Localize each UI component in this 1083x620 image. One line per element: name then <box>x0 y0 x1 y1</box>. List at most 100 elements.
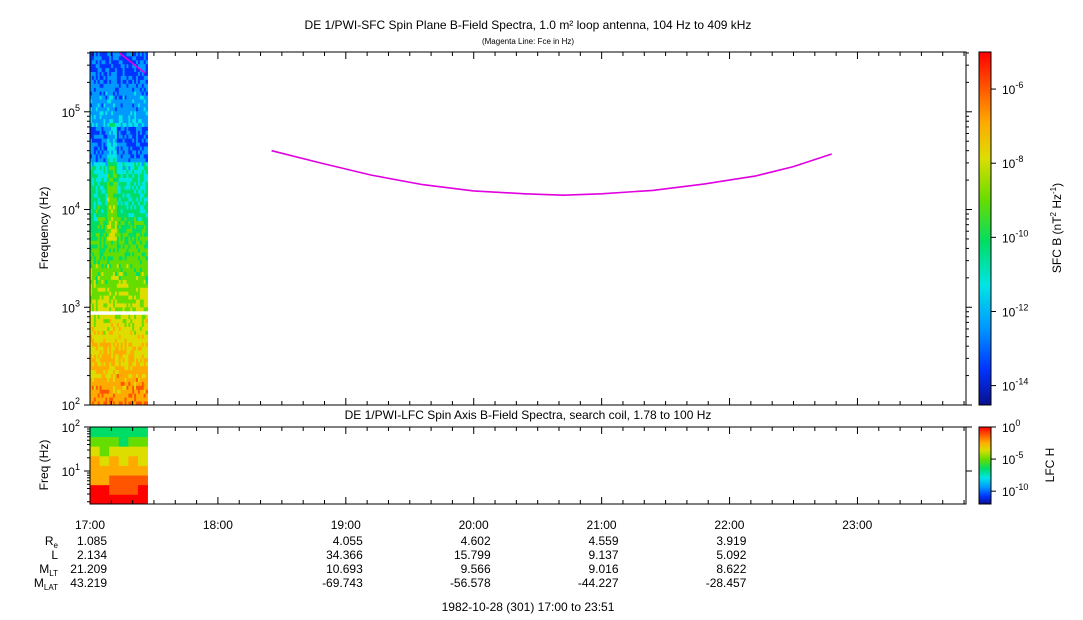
sfc-heat-cell <box>90 314 93 320</box>
sfc-heat-cell <box>141 271 145 276</box>
sfc-heat-cell <box>118 181 122 186</box>
sfc-heat-cell <box>90 330 93 335</box>
sfc-heat-cell <box>139 303 143 308</box>
sfc-heat-cell <box>130 63 133 69</box>
sfc-heat-cell <box>136 365 139 371</box>
lfc-heat-cell <box>137 427 148 438</box>
sfc-heat-cell <box>105 354 108 359</box>
sfc-heat-cell <box>113 114 116 120</box>
sfc-heat-cell <box>105 314 108 320</box>
sfc-heat-cell <box>114 118 118 123</box>
sfc-heat-cell <box>126 75 129 80</box>
sfc-heat-cell <box>107 181 110 186</box>
sfc-heat-cell <box>93 157 97 163</box>
sfc-heat-cell <box>118 99 122 104</box>
sfc-heat-cell <box>118 240 122 245</box>
sfc-heat-cell <box>118 126 122 131</box>
sfc-heat-cell <box>107 185 110 190</box>
sfc-heat-cell <box>90 338 93 343</box>
sfc-heat-cell <box>93 153 97 159</box>
sfc-heat-cell <box>139 161 143 167</box>
sfc-heat-cell <box>111 354 114 359</box>
sfc-heat-cell <box>111 142 114 147</box>
sfc-y-tick-label: 103 <box>62 298 80 315</box>
sfc-heat-cell <box>103 99 106 104</box>
sfc-heat-cell <box>90 232 93 237</box>
sfc-heat-cell <box>101 110 104 116</box>
sfc-heat-cell <box>101 397 104 402</box>
sfc-heat-cell <box>143 134 147 139</box>
sfc-heat-cell <box>139 275 143 280</box>
sfc-heat-cell <box>97 189 100 194</box>
sfc-heat-cell <box>139 322 143 327</box>
sfc-heat-cell <box>128 350 131 355</box>
sfc-heat-cell <box>145 138 148 143</box>
sfc-heat-cell <box>122 216 125 222</box>
sfc-heat-cell <box>137 99 141 104</box>
sfc-heat-cell <box>128 322 131 327</box>
sfc-heat-cell <box>132 377 135 382</box>
sfc-heat-cell <box>99 224 102 229</box>
sfc-heat-cell <box>118 381 122 386</box>
sfc-heat-cell <box>107 87 110 92</box>
sfc-heat-cell <box>116 401 120 406</box>
sfc-heat-cell <box>99 291 102 296</box>
sfc-heat-cell <box>143 63 147 69</box>
sfc-heat-cell <box>145 334 148 339</box>
sfc-heat-cell <box>114 275 118 280</box>
sfc-heat-cell <box>137 346 141 351</box>
sfc-heat-cell <box>103 306 106 312</box>
sfc-heat-cell <box>130 138 133 143</box>
sfc-heat-cell <box>114 236 118 241</box>
sfc-heat-cell <box>97 220 100 225</box>
sfc-heat-cell <box>90 208 93 214</box>
sfc-heat-cell <box>122 110 125 116</box>
sfc-heat-cell <box>130 365 133 371</box>
sfc-heat-cell <box>120 197 124 202</box>
lfc-heat-cell <box>118 484 129 495</box>
sfc-heat-cell <box>107 365 110 371</box>
sfc-heat-cell <box>118 177 122 182</box>
sfc-heat-cell <box>136 393 139 398</box>
sfc-heat-cell <box>122 95 125 100</box>
sfc-heat-cell <box>143 287 147 292</box>
sfc-heat-cell <box>101 161 104 167</box>
ephemeris-value: 10.693 <box>326 562 363 576</box>
sfc-heat-cell <box>97 150 100 155</box>
sfc-heat-cell <box>111 216 114 222</box>
sfc-heat-cell <box>116 177 120 182</box>
sfc-heat-cell <box>109 397 112 402</box>
sfc-heat-cell <box>139 55 143 61</box>
sfc-heat-cell <box>90 126 93 131</box>
lfc-heat-cell <box>109 436 120 447</box>
sfc-heat-cell <box>122 244 125 249</box>
sfc-heat-cell <box>90 303 93 308</box>
sfc-heat-cell <box>132 169 135 174</box>
sfc-heat-cell <box>114 306 118 312</box>
sfc-heat-cell <box>122 385 125 390</box>
sfc-heat-cell <box>113 106 116 112</box>
sfc-heat-cell <box>128 99 131 104</box>
sfc-heat-cell <box>101 63 104 69</box>
sfc-heat-cell <box>122 303 125 308</box>
sfc-heat-cell <box>141 185 145 190</box>
sfc-heat-cell <box>111 373 114 378</box>
sfc-heat-cell <box>137 153 141 159</box>
sfc-heat-cell <box>137 361 141 367</box>
sfc-heat-cell <box>118 142 122 147</box>
sfc-heat-cell <box>103 255 106 261</box>
sfc-heat-cell <box>139 181 143 186</box>
sfc-heat-cell <box>137 102 141 108</box>
sfc-heat-cell <box>95 79 99 84</box>
sfc-heat-cell <box>91 193 95 198</box>
sfc-heat-cell <box>113 75 116 80</box>
sfc-heat-cell <box>114 299 118 304</box>
sfc-heat-cell <box>111 146 114 151</box>
sfc-heat-cell <box>134 130 137 135</box>
sfc-heat-cell <box>91 146 95 151</box>
sfc-heat-cell <box>143 161 147 167</box>
sfc-heat-cell <box>99 350 102 355</box>
sfc-heat-cell <box>109 357 112 363</box>
sfc-heat-cell <box>111 189 114 194</box>
sfc-heat-cell <box>91 287 95 292</box>
